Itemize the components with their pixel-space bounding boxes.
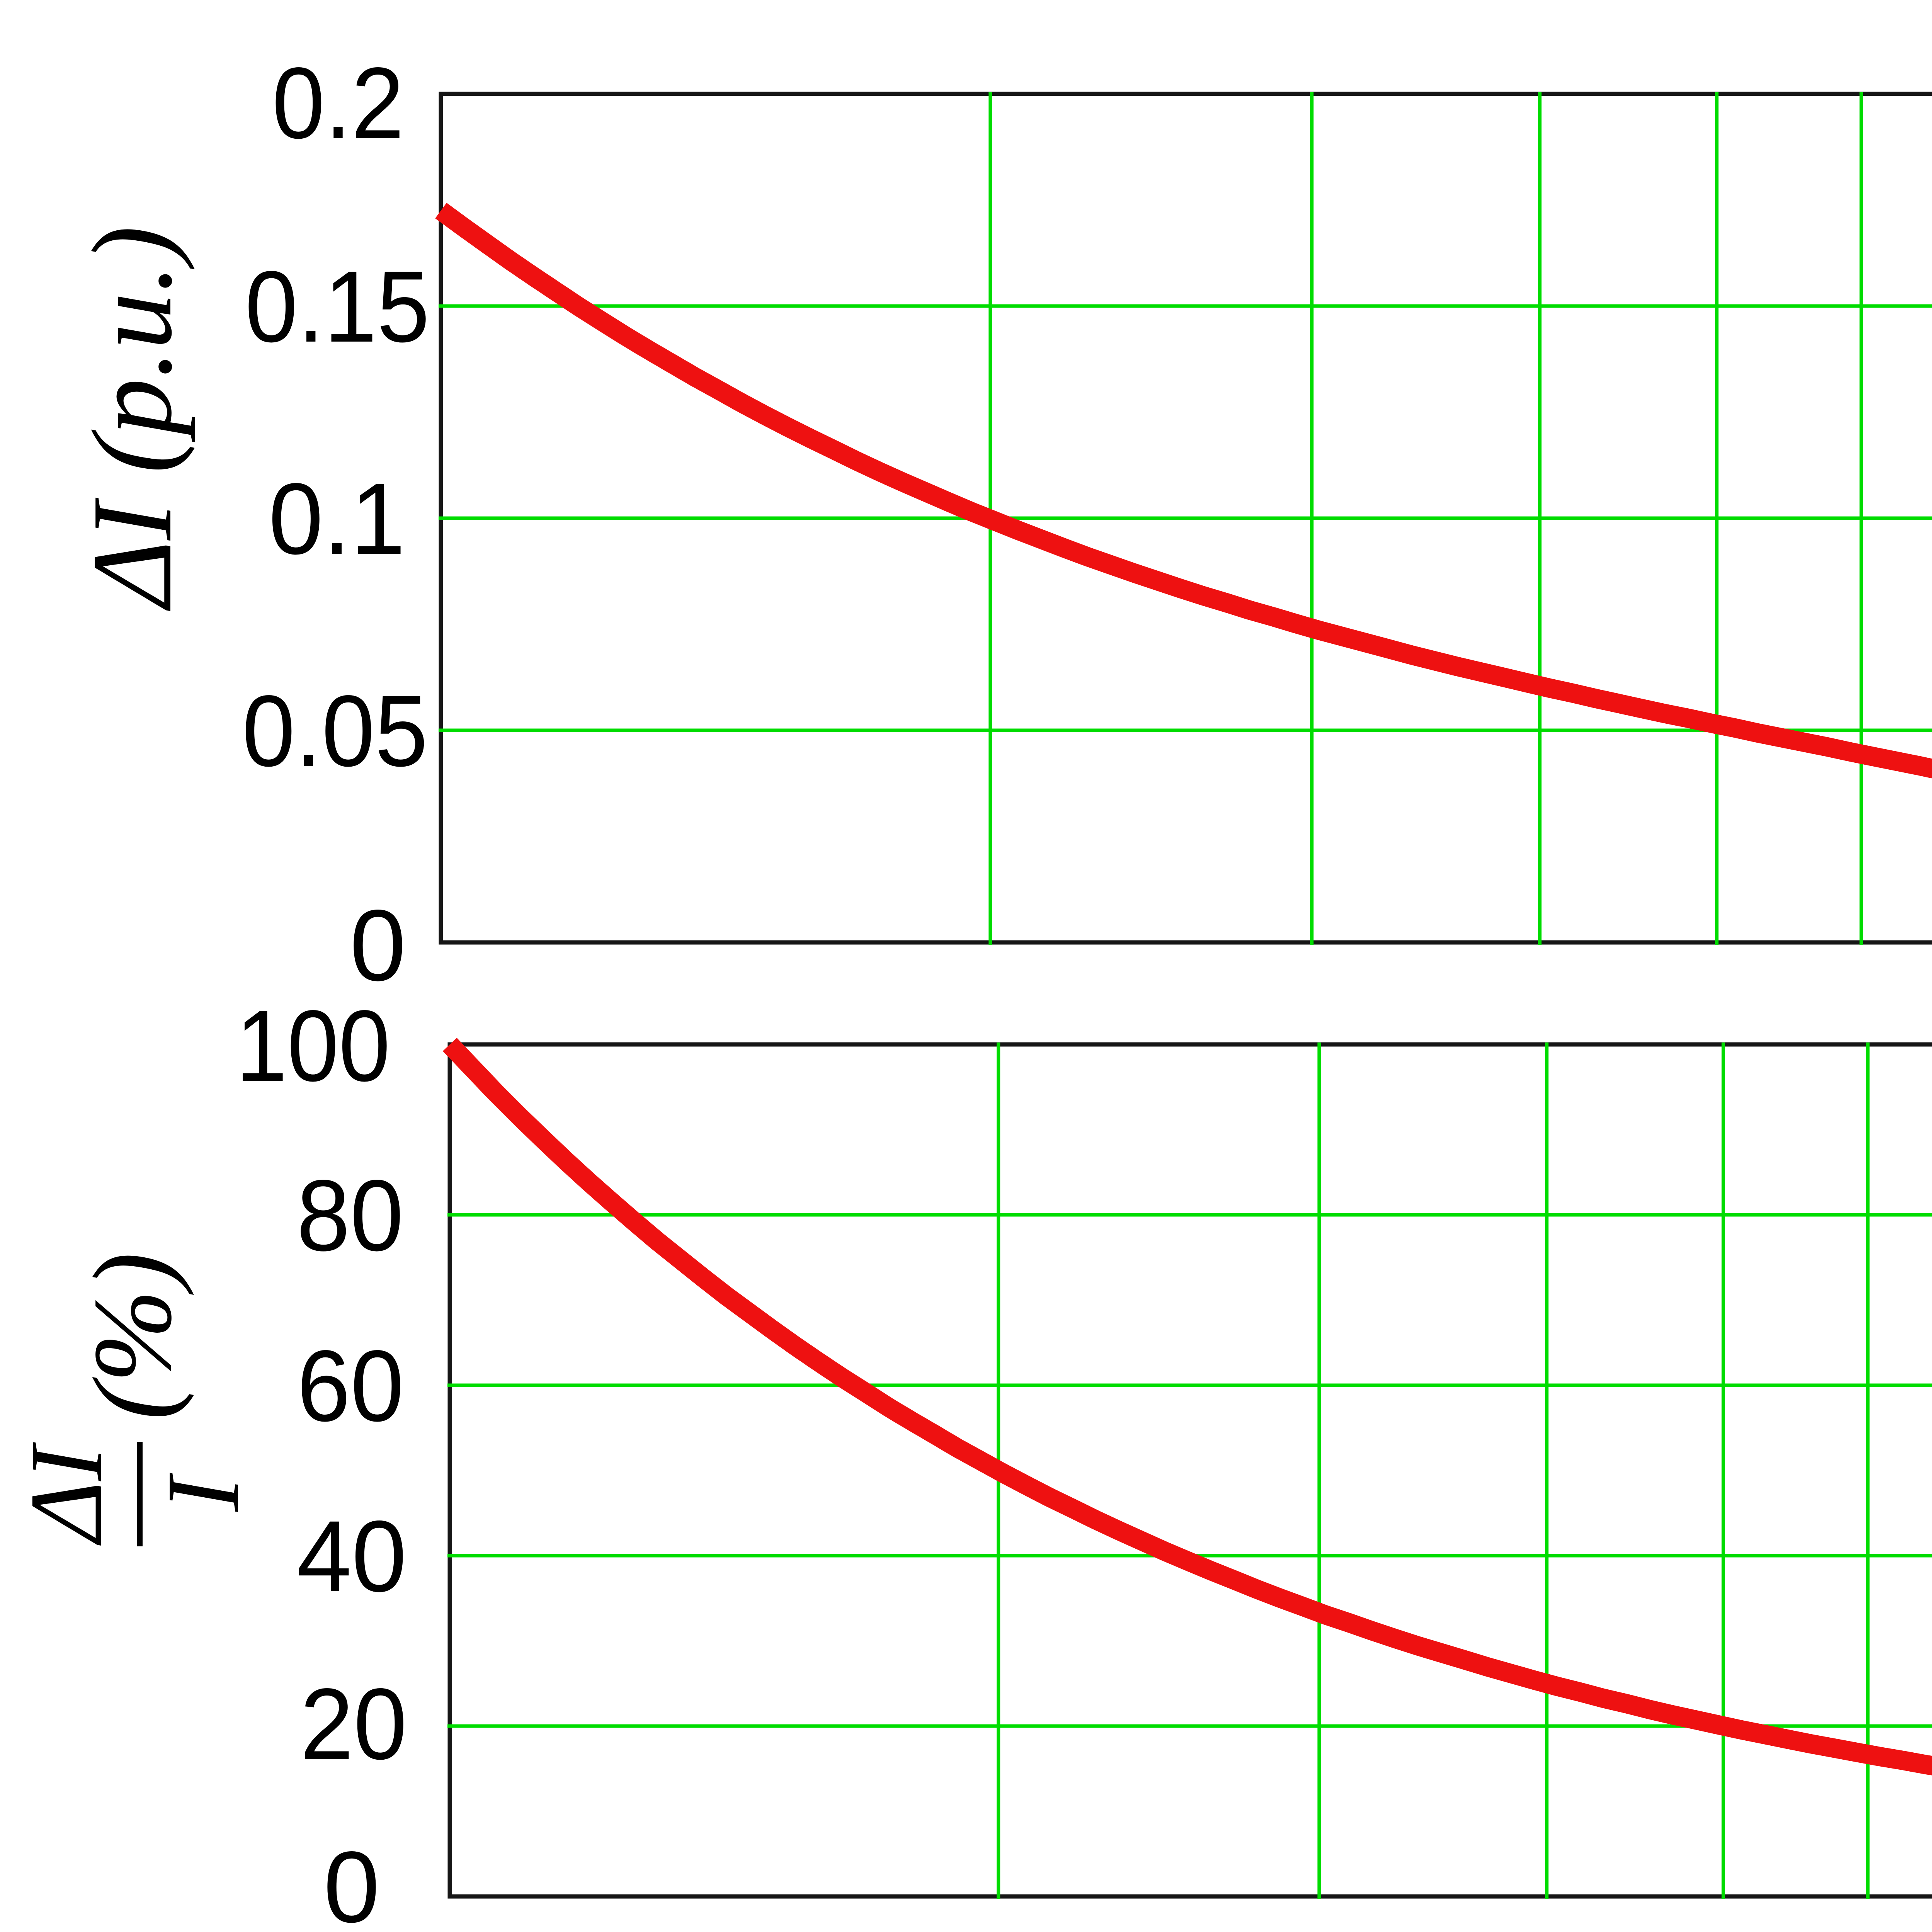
svg-text:80: 80 (297, 1159, 404, 1272)
svg-text:0: 0 (323, 1830, 380, 1932)
svg-text:0.05: 0.05 (242, 674, 428, 787)
svg-text:40: 40 (297, 1500, 407, 1613)
svg-text:1: 1 (431, 1918, 481, 1932)
svg-text:0.15: 0.15 (245, 250, 430, 363)
svg-text:0.2: 0.2 (272, 46, 404, 160)
svg-text:I: I (145, 1473, 261, 1513)
svg-text:60: 60 (297, 1329, 404, 1442)
svg-text:0: 0 (350, 889, 406, 1002)
svg-text:0.1: 0.1 (269, 462, 405, 575)
svg-text:20: 20 (300, 1667, 407, 1781)
svg-text:ΔI: ΔI (9, 1442, 124, 1547)
svg-text:(%): (%) (70, 1252, 194, 1420)
svg-text:ΔI (p.u.): ΔI (p.u.) (69, 226, 196, 612)
svg-text:100: 100 (236, 989, 390, 1102)
